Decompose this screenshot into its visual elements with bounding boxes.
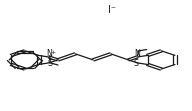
- Text: S: S: [134, 59, 139, 68]
- Text: S: S: [47, 59, 52, 68]
- Text: N: N: [135, 49, 140, 58]
- Text: I⁻: I⁻: [108, 5, 116, 15]
- Text: +: +: [50, 50, 55, 55]
- Text: N: N: [46, 49, 52, 58]
